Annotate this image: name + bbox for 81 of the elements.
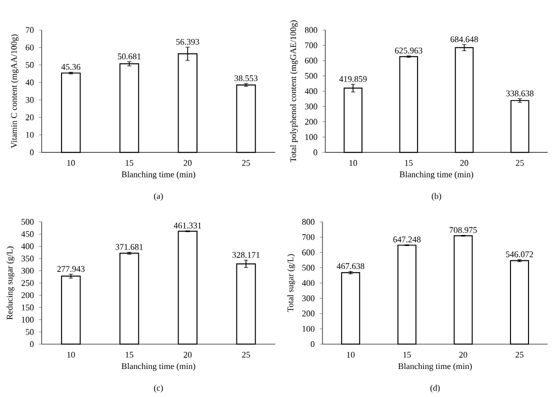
y-tick-label: 200 [21, 292, 34, 298]
y-tick-label: 0 [30, 149, 34, 156]
x-axis-title: Blanching time (min) [122, 363, 196, 371]
x-tick-label: 25 [516, 160, 524, 166]
y-tick-label: 70 [26, 27, 34, 33]
x-tick-label: 10 [347, 352, 355, 358]
y-tick-label: 300 [305, 104, 318, 110]
text: (a) [154, 192, 163, 201]
x-tick-label: 20 [460, 160, 468, 166]
y-tick-label: 300 [22, 268, 34, 274]
y-tick-label: 100 [302, 326, 314, 332]
x-tick-label: 15 [126, 352, 134, 358]
y-axis-title: Total sugar (g/L) [287, 254, 296, 312]
x-tick-label: 25 [516, 352, 524, 358]
x-tick-label: 15 [126, 160, 134, 166]
y-tick-label: 0 [310, 341, 314, 348]
y-tick-label: 500 [22, 218, 34, 225]
text: (d) [430, 384, 440, 393]
x-tick-label: 10 [350, 160, 358, 166]
data-label: 546.072 [506, 251, 534, 258]
data-label: 684.648 [450, 36, 478, 42]
data-label: 647.248 [393, 236, 421, 242]
y-tick-label: 50 [26, 329, 34, 335]
x-tick-label: 20 [184, 352, 192, 358]
y-tick-label: 700 [302, 234, 314, 240]
data-label: 338.638 [506, 90, 534, 96]
y-axis-title: Reducing sugar (g/L) [6, 246, 14, 320]
y-tick-label: 500 [305, 72, 318, 79]
y-tick-label: 40 [26, 80, 34, 86]
data-label: 56.393 [176, 38, 200, 45]
data-label: 50.681 [118, 53, 141, 60]
x-tick-label: 15 [403, 352, 411, 358]
x-axis-title: Blanching time (min) [122, 171, 196, 180]
y-tick-label: 500 [302, 264, 314, 271]
y-tick-label: 450 [21, 231, 34, 237]
y-tick-label: 150 [22, 304, 34, 310]
y-tick-label: 50 [26, 62, 34, 68]
y-tick-label: 700 [305, 42, 318, 48]
x-axis-title: Blanching time (min) [400, 171, 474, 180]
x-tick-label: 20 [459, 352, 468, 358]
y-tick-label: 20 [26, 114, 34, 120]
y-tick-label: 400 [302, 280, 314, 286]
y-axis-title: Total polyphenol content (mgGAE/100g) [290, 20, 298, 162]
x-tick-label: 10 [67, 160, 75, 166]
data-label: 419.859 [339, 76, 367, 82]
y-tick-label: 600 [305, 58, 318, 64]
y-tick-label: 800 [302, 218, 314, 225]
x-tick-label: 20 [184, 160, 192, 166]
x-axis-title: Blanching time (min) [398, 363, 472, 371]
data-label: 328.171 [232, 252, 260, 258]
data-label: 708.975 [450, 227, 477, 233]
data-label: 371.681 [116, 244, 143, 250]
y-tick-label: 600 [302, 250, 314, 256]
x-tick-label: 15 [405, 160, 413, 166]
y-axis-title: Vitamin C content (mgAA/100g) [10, 34, 19, 148]
y-tick-label: 200 [305, 118, 318, 125]
x-tick-label: 25 [242, 160, 250, 166]
x-tick-label: 25 [242, 352, 250, 358]
y-tick-label: 400 [304, 88, 318, 94]
y-tick-label: 300 [302, 295, 314, 302]
data-label: 467.638 [336, 263, 364, 270]
y-tick-label: 0 [314, 149, 318, 156]
y-tick-label: 800 [304, 27, 318, 33]
y-tick-label: 100 [305, 134, 318, 140]
y-tick-label: 0 [30, 341, 34, 348]
y-tick-label: 30 [26, 97, 34, 103]
y-tick-label: 200 [302, 310, 314, 316]
y-tick-label: 400 [21, 243, 34, 250]
data-label: 277.943 [57, 266, 85, 272]
y-tick-label: 10 [26, 132, 34, 138]
x-tick-label: 10 [67, 352, 75, 358]
text: (c) [154, 384, 163, 393]
text: (b) [432, 192, 442, 201]
y-tick-label: 350 [22, 256, 34, 262]
y-tick-label: 250 [21, 280, 34, 286]
data-label: 461.331 [174, 222, 202, 228]
data-label: 45.36 [61, 64, 80, 70]
y-tick-label: 60 [26, 44, 34, 50]
data-label: 625.963 [395, 48, 422, 54]
y-tick-label: 100 [22, 316, 34, 323]
data-label: 38.553 [234, 75, 258, 82]
